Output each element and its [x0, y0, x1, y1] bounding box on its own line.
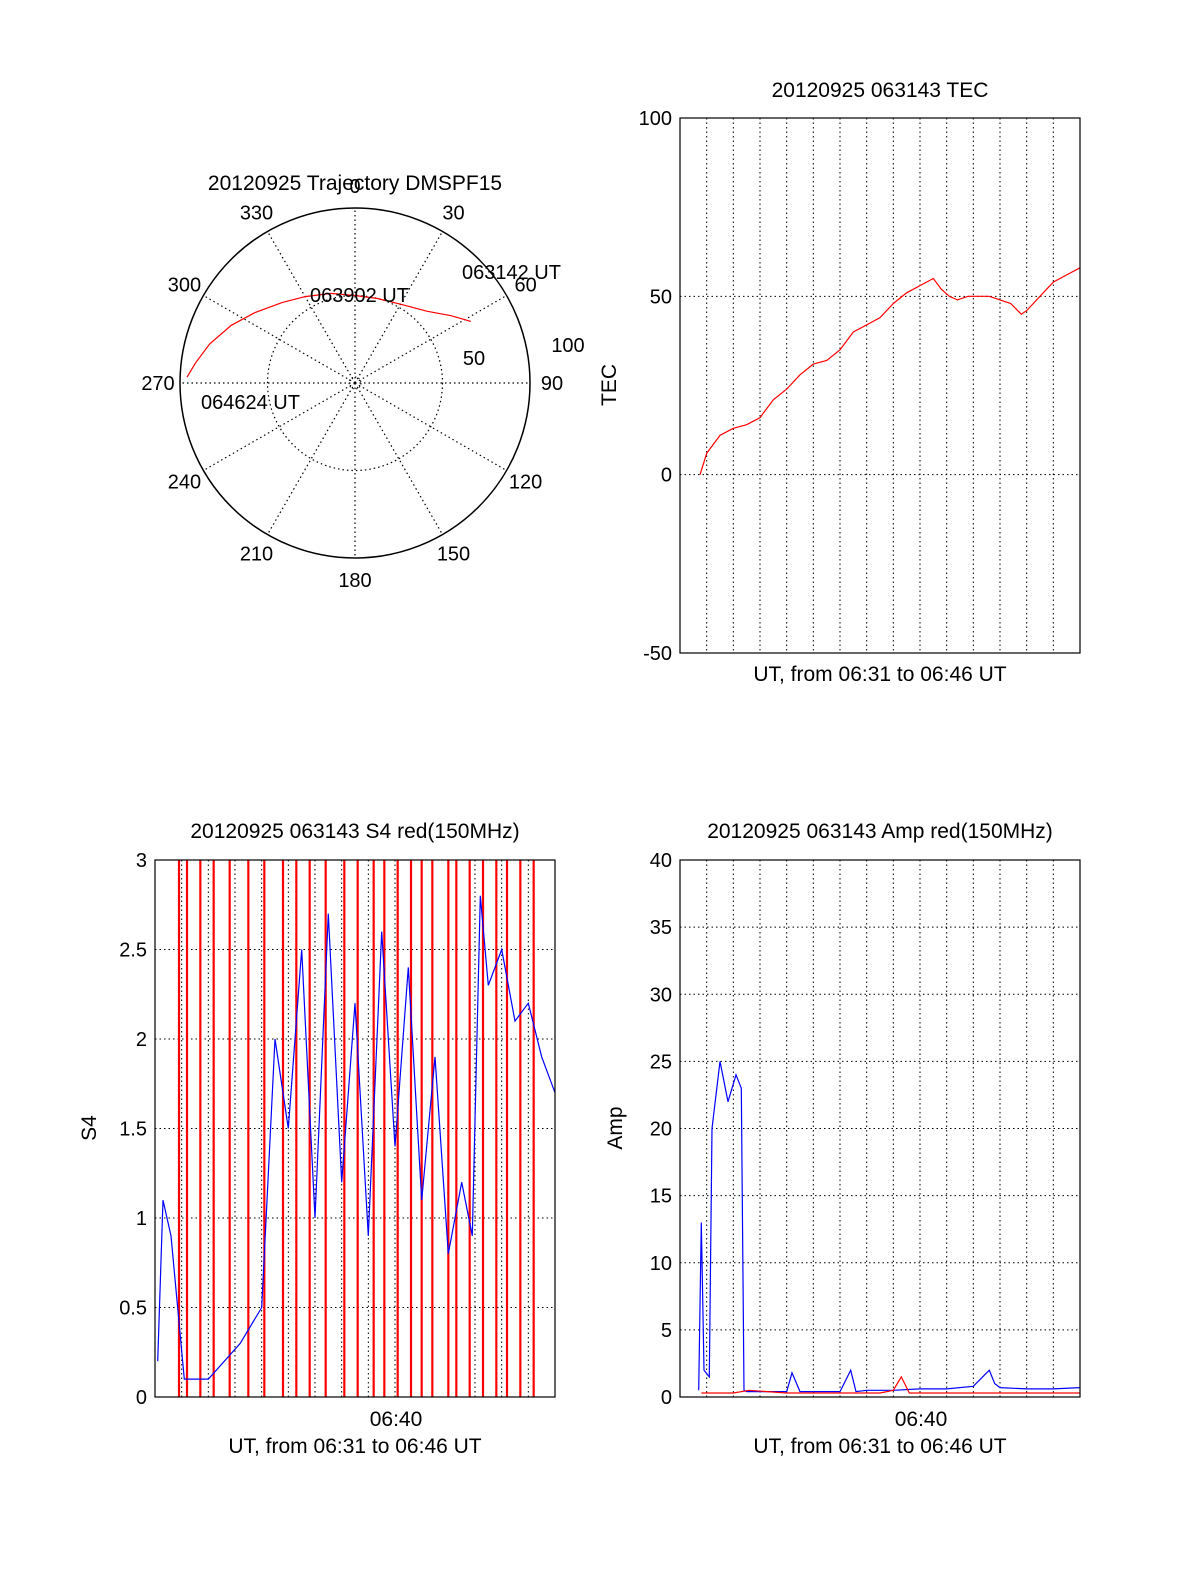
polar-angle-label-150: 150	[437, 544, 470, 566]
polar-angle-label-330: 330	[240, 202, 273, 224]
s4-title: 20120925 063143 S4 red(150MHz)	[190, 820, 519, 843]
polar-angle-labels: 0 30 60 90 120 150 180 210 240 270 300 330	[141, 176, 563, 592]
polar-spoke-30	[354, 231, 444, 384]
polar-trajectory-chart: 20120925 Trajectory DMSPF15 0 30 60 90 120 15…	[141, 172, 584, 592]
s4-y-tick-label: 3	[136, 850, 147, 872]
tec-series-line	[699, 267, 1081, 475]
amp-y-tick-label: 10	[650, 1253, 672, 1275]
tec-grid	[680, 118, 1080, 653]
tec-y-tick-label: -50	[643, 643, 672, 665]
amp-y-tick-labels: 0 5 10 15 20 25 30 35 40	[650, 850, 672, 1409]
amp-y-tick-label: 15	[650, 1186, 672, 1208]
amp-grid	[680, 860, 1080, 1397]
s4-y-tick-labels: 0 0.5 1 1.5 2 2.5 3	[119, 850, 147, 1409]
polar-outer-ring	[179, 207, 531, 559]
amp-y-tick-label: 0	[661, 1387, 672, 1409]
amp-y-tick-label: 25	[650, 1051, 672, 1073]
s4-y-tick-label: 2	[136, 1029, 147, 1051]
amp-x-tick-label: 06:40	[895, 1408, 948, 1431]
amp-blue-series-line	[698, 1061, 1081, 1393]
s4-plot-frame	[154, 859, 556, 1398]
polar-angle-label-0: 0	[349, 176, 360, 198]
s4-grid	[155, 860, 555, 1397]
tec-plot-frame	[679, 117, 1081, 654]
s4-y-tick-label: 0.5	[119, 1298, 147, 1320]
polar-radial-label-100: 100	[551, 335, 584, 357]
amp-plot-frame	[679, 859, 1081, 1398]
s4-y-label: S4	[78, 1115, 101, 1141]
s4-x-label: UT, from 06:31 to 06:46 UT	[228, 1435, 481, 1458]
polar-radial-label-50: 50	[463, 348, 485, 370]
s4-y-tick-label: 0	[136, 1387, 147, 1409]
polar-grid	[179, 207, 531, 559]
s4-x-tick-label: 06:40	[370, 1408, 423, 1431]
polar-annotation-mid: 063902 UT	[310, 285, 409, 307]
tec-chart: 20120925 063143 TEC -50 0 50 100 UT, from 0…	[598, 79, 1081, 686]
amp-x-label: UT, from 06:31 to 06:46 UT	[753, 1435, 1006, 1458]
s4-y-tick-label: 1	[136, 1208, 147, 1230]
s4-red-series	[177, 860, 535, 1397]
polar-angle-label-120: 120	[509, 472, 542, 494]
tec-y-tick-label: 100	[639, 108, 672, 130]
amp-y-tick-label: 40	[650, 850, 672, 872]
s4-blue-series-line	[157, 895, 556, 1380]
amp-y-tick-label: 35	[650, 917, 672, 939]
tec-y-tick-labels: -50 0 50 100	[639, 108, 672, 665]
amp-red-series-line	[701, 1375, 1080, 1394]
amp-y-label: Amp	[604, 1106, 627, 1149]
tec-title: 20120925 063143 TEC	[772, 79, 989, 102]
amp-title: 20120925 063143 Amp red(150MHz)	[707, 820, 1053, 843]
polar-angle-label-300: 300	[168, 275, 201, 297]
polar-angle-label-90: 90	[541, 373, 563, 395]
polar-title: 20120925 Trajectory DMSPF15	[208, 172, 502, 195]
polar-angle-label-30: 30	[442, 202, 464, 224]
polar-annotation-end: 064624 UT	[201, 392, 300, 414]
tec-x-label: UT, from 06:31 to 06:46 UT	[753, 663, 1006, 686]
polar-track-line	[186, 292, 472, 378]
polar-ring-50	[266, 294, 444, 472]
s4-y-tick-label: 1.5	[119, 1119, 147, 1141]
amp-y-tick-label: 20	[650, 1119, 672, 1141]
polar-annotation-start: 063142 UT	[462, 262, 561, 284]
polar-angle-label-60: 60	[514, 275, 536, 297]
amp-y-tick-label: 30	[650, 984, 672, 1006]
polar-angle-label-210: 210	[240, 544, 273, 566]
tec-y-tick-label: 0	[661, 465, 672, 487]
polar-angle-label-270: 270	[141, 373, 174, 395]
s4-y-tick-label: 2.5	[119, 940, 147, 962]
amp-y-tick-label: 5	[661, 1320, 672, 1342]
polar-angle-label-180: 180	[338, 570, 371, 592]
tec-y-tick-label: 50	[650, 286, 672, 308]
s4-chart: 20120925 063143 S4 red(150MHz) 0 0.5 1 1.5 2…	[78, 820, 556, 1458]
amp-chart: 20120925 063143 Amp red(150MHz) 0 5 10 15 20…	[604, 820, 1081, 1458]
tec-y-label: TEC	[598, 364, 621, 406]
polar-angle-label-240: 240	[168, 472, 201, 494]
